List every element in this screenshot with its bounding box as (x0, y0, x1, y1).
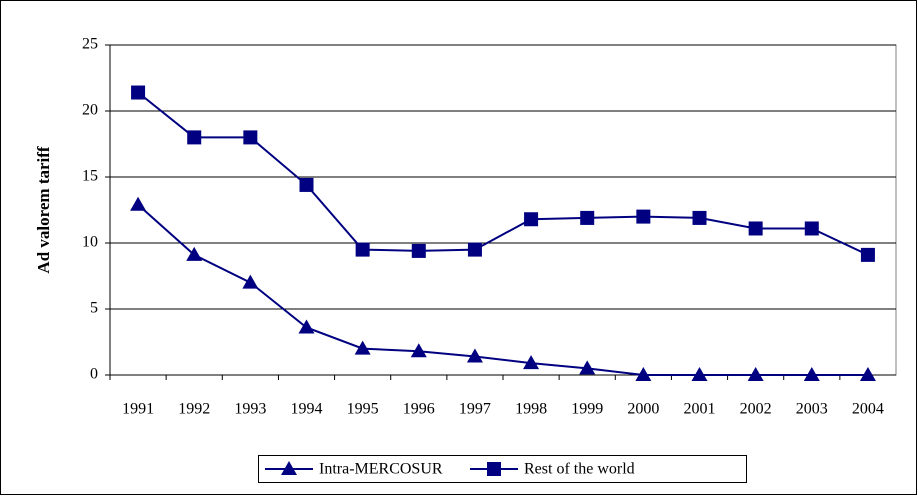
data-point (467, 242, 482, 257)
x-tick-label: 1999 (571, 401, 603, 418)
series-line (137, 91, 869, 256)
y-tick-label: 0 (90, 366, 98, 383)
legend (258, 455, 747, 483)
data-point (635, 367, 652, 381)
x-tick-label: 1991 (122, 401, 154, 418)
x-tick-label: 1998 (515, 401, 547, 418)
data-point (131, 85, 146, 100)
data-point (636, 209, 651, 224)
y-tick-label: 10 (82, 234, 98, 251)
x-tick-label: 2002 (740, 401, 772, 418)
data-point (803, 367, 820, 381)
data-point (243, 130, 258, 145)
legend-label: Rest of the world (524, 461, 635, 478)
legend-marker (487, 462, 501, 476)
data-point (747, 367, 764, 381)
y-axis-label: Ad valorem tariff (34, 146, 53, 273)
x-tick-label: 1992 (178, 401, 210, 418)
x-tick-label: 2001 (684, 401, 716, 418)
data-point (466, 348, 483, 363)
data-point (355, 242, 370, 257)
x-tick-label: 1995 (347, 401, 379, 418)
data-point (130, 196, 147, 211)
data-point (523, 355, 540, 370)
data-point (748, 221, 763, 236)
x-tick-label: 1996 (403, 401, 435, 418)
legend-label: Intra-MERCOSUR (319, 461, 443, 478)
x-tick-label: 2004 (852, 401, 884, 418)
y-tick-label: 25 (82, 36, 98, 53)
x-tick-label: 1993 (234, 401, 266, 418)
data-point (242, 274, 259, 289)
y-tick-label: 15 (82, 168, 98, 185)
data-point (187, 130, 202, 145)
data-point (692, 210, 707, 225)
data-point (298, 319, 315, 334)
x-tick-label: 1997 (459, 401, 491, 418)
data-point (411, 243, 426, 258)
legend-marker (281, 461, 297, 475)
y-tick-label: 20 (82, 102, 98, 119)
data-point (580, 210, 595, 225)
data-point (804, 221, 819, 236)
x-tick-label: 1994 (291, 401, 323, 418)
x-tick-label: 2000 (627, 401, 659, 418)
data-point (860, 247, 875, 262)
data-point (859, 367, 876, 381)
data-point (299, 177, 314, 192)
data-point (524, 212, 539, 227)
y-tick-label: 5 (90, 300, 98, 317)
data-point (186, 246, 203, 261)
data-point (410, 343, 427, 358)
data-point (579, 360, 596, 375)
series-line (137, 203, 868, 376)
x-tick-label: 2003 (796, 401, 828, 418)
data-point (354, 340, 371, 355)
data-point (691, 367, 708, 381)
